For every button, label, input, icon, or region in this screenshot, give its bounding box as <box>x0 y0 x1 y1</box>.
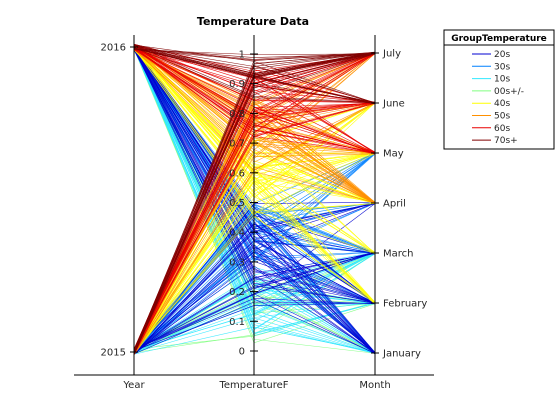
tick-label: 0.7 <box>229 139 245 150</box>
tick-label: 0.2 <box>229 287 245 298</box>
tick-label: July <box>382 49 401 60</box>
legend-entry: 20s <box>472 50 510 60</box>
legend-label: 20s <box>494 50 510 60</box>
legend-entry: 50s <box>472 112 510 122</box>
legend: GroupTemperature 20s 30s 10s 00s+/- 40s 50s 60s… <box>443 29 555 150</box>
axis-month: January February March April May June July Mont… <box>359 35 427 391</box>
axis-temperaturef: 0 0.1 0.2 0.3 0.4 0.5 0.6 0.7 0.8 0.9 1 Temperature… <box>218 35 289 391</box>
legend-label: 70s+ <box>494 136 518 146</box>
tick-label: February <box>383 299 427 310</box>
tick-label: 0.5 <box>229 198 245 209</box>
axis-label: Month <box>359 380 390 391</box>
tick-label: 1 <box>239 50 245 61</box>
legend-label: 30s <box>494 62 510 72</box>
axes: 2015 2016 Year 0 0.1 0.2 0.3 0.4 0.5 0.6 0.7 0.8 0.9… <box>74 35 434 391</box>
legend-entry: 30s <box>472 62 510 72</box>
axis-year: 2015 2016 Year <box>101 35 145 391</box>
tick-label: 0.3 <box>229 257 245 268</box>
tick-label: June <box>382 99 405 110</box>
legend-title: GroupTemperature <box>451 34 547 44</box>
tick-label: 0.8 <box>229 109 245 120</box>
legend-label: 40s <box>494 99 510 109</box>
tick-label: 2016 <box>101 43 126 54</box>
tick-label: April <box>383 199 406 210</box>
legend-label: 00s+/- <box>494 87 524 97</box>
tick-label: January <box>382 349 421 360</box>
axis-label: Year <box>122 380 145 391</box>
legend-entry: 00s+/- <box>472 87 524 97</box>
tick-label: 0.9 <box>229 79 245 90</box>
legend-box <box>443 29 555 150</box>
legend-label: 10s <box>494 75 510 85</box>
tick-label: May <box>383 149 404 160</box>
legend-entry: 60s <box>472 124 510 134</box>
tick-label: 0.1 <box>229 317 245 328</box>
tick-label: March <box>383 249 413 260</box>
legend-entry: 70s+ <box>472 136 518 146</box>
axis-label: TemperatureF <box>218 380 288 391</box>
legend-label: 50s <box>494 112 510 122</box>
tick-label: 0 <box>239 347 245 358</box>
tick-label: 0.6 <box>229 168 245 179</box>
tick-label: 0.4 <box>229 228 245 239</box>
tick-label: 2015 <box>101 348 126 359</box>
legend-entry: 40s <box>472 99 510 109</box>
legend-label: 60s <box>494 124 510 134</box>
chart-title: Temperature Data <box>197 15 309 28</box>
legend-entry: 10s <box>472 75 510 85</box>
